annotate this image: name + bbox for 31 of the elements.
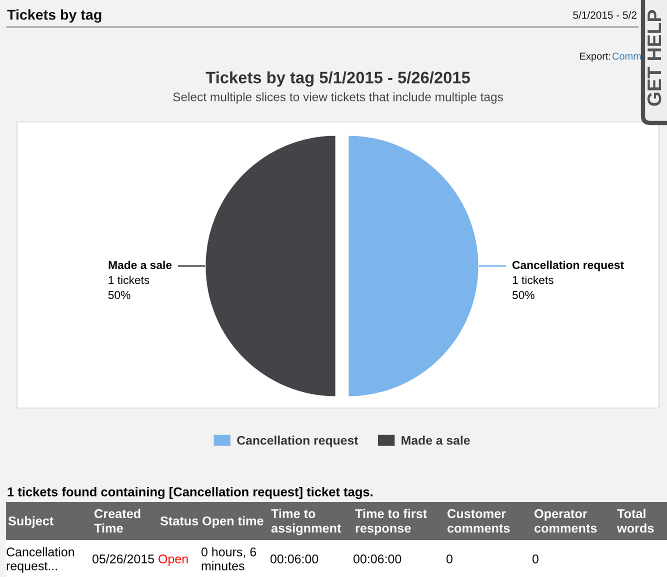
category-label: Customer comments [447,509,510,533]
text: Cancellation request... [6,547,74,573]
category-label: Operator comments [534,509,597,533]
text: 05/26/2015 [92,554,154,564]
text: Comm [612,52,641,60]
text: 5/1/2015 - 5/2 [573,11,636,19]
legend-label: Made a sale [402,436,470,445]
data-label: 1 tickets 50% [108,276,150,300]
text: 00:06:00 [270,554,318,564]
slice-label: Cancellation request [512,260,624,272]
category-label: Subject [8,516,54,528]
category-label: Open time [202,516,264,528]
text: Export: [580,52,610,62]
text: Open [158,554,188,566]
category-label: Time to first response [355,508,427,536]
category-label: Total words [616,508,654,533]
text: 0 [446,554,452,564]
slice-label: Made a sale [108,260,172,270]
category-label: Status [160,516,198,526]
chart-title: Tickets by tag 5/1/2015 - 5/26/2015 [206,71,470,87]
legend-label: Cancellation request [237,436,358,448]
text: 0 hours, 6 minutes [201,547,256,570]
data-label: 1 tickets 50% [512,276,554,300]
text: Tickets by tag [7,9,102,23]
category-label: Created Time [94,508,140,533]
text: 00:06:00 [353,554,402,564]
text: GET HELP [647,10,662,106]
text: 1 tickets found containing [Cancellation request] ticket tags. [8,487,372,499]
category-label: Time to assignment [271,508,342,536]
text: 0 [532,554,538,564]
chart-subtitle: Select multiple slices to view tickets that include multiple tags [173,92,503,104]
